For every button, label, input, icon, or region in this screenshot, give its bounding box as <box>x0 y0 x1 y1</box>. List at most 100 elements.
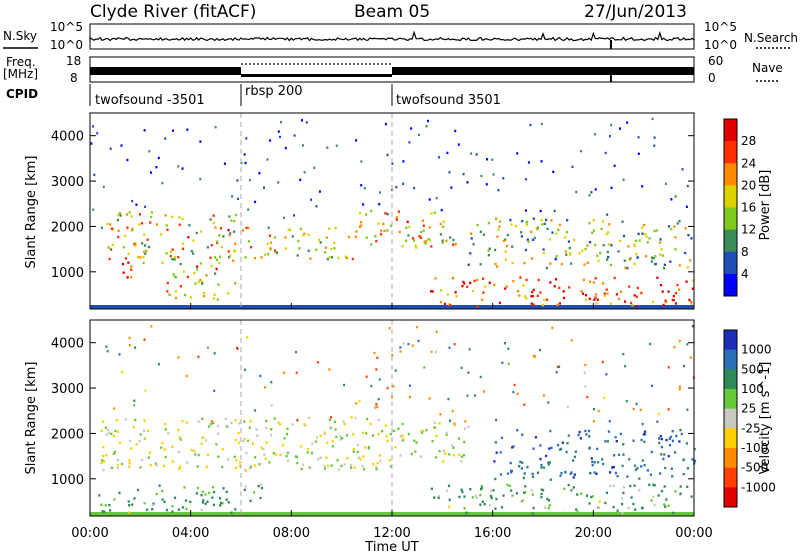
power-scatter-cell <box>492 173 495 176</box>
power-scatter-cell <box>610 123 613 127</box>
velocity-scatter-cell <box>523 403 526 406</box>
velocity-colorbar-label: Velocity [m s^-1] <box>758 362 773 475</box>
velocity-cell <box>139 466 142 469</box>
power-cell <box>659 253 662 256</box>
velocity-cell <box>596 447 599 451</box>
nave-right-tick-top: 60 <box>708 54 723 68</box>
power-scatter-cell <box>378 203 381 206</box>
velocity-cell <box>248 467 251 470</box>
velocity-cell <box>633 484 636 487</box>
power-colorbar-segment <box>724 163 737 186</box>
power-cell <box>138 213 141 216</box>
power-cell <box>234 282 237 285</box>
velocity-scatter-cell <box>143 338 146 341</box>
velocity-cell <box>135 443 138 446</box>
power-cell <box>603 294 606 297</box>
power-scatter-cell <box>245 137 248 140</box>
velocity-cell <box>204 439 208 442</box>
power-cell <box>641 232 644 235</box>
velocity-cell <box>531 475 535 478</box>
power-cell <box>419 236 422 239</box>
velocity-cell <box>277 421 280 424</box>
noise-left-tick-bottom: 10^0 <box>50 38 83 52</box>
velocity-scatter-cell <box>392 385 395 388</box>
power-cell <box>650 260 653 263</box>
power-cell <box>560 262 563 266</box>
power-scatter-cell <box>637 136 640 139</box>
power-cell <box>233 230 236 233</box>
power-cell <box>189 296 192 299</box>
velocity-cell <box>234 508 237 511</box>
power-cell <box>118 212 122 215</box>
velocity-cell <box>219 497 222 500</box>
velocity-cell <box>173 496 177 499</box>
velocity-cell <box>171 510 174 513</box>
power-cell <box>109 223 112 226</box>
velocity-cell <box>247 439 250 442</box>
velocity-cell <box>500 436 504 440</box>
power-scatter-cell <box>386 153 389 157</box>
velocity-cell <box>171 505 174 508</box>
power-scatter-cell <box>457 143 460 146</box>
velocity-cell <box>539 444 542 447</box>
power-cell <box>472 243 475 246</box>
velocity-scatter-cell <box>603 396 606 400</box>
velocity-scatter-cell <box>532 354 535 358</box>
power-cell <box>395 216 398 219</box>
power-cell <box>589 241 592 244</box>
velocity-cell <box>575 508 578 511</box>
power-scatter-cell <box>131 199 134 203</box>
velocity-cell <box>521 461 524 464</box>
velocity-cell <box>621 497 624 500</box>
power-cell <box>452 238 455 242</box>
power-cell <box>233 249 236 252</box>
power-cell <box>219 227 222 230</box>
power-scatter-cell <box>529 123 532 127</box>
power-scatter-cell <box>305 121 308 124</box>
power-cell <box>220 245 223 249</box>
velocity-cell <box>356 443 360 447</box>
power-cell <box>634 239 638 243</box>
velocity-scatter-cell <box>197 355 200 358</box>
velocity-scatter-cell <box>495 418 498 422</box>
power-cell <box>229 232 232 235</box>
power-cell <box>227 228 230 232</box>
velocity-cell <box>612 484 615 487</box>
velocity-scatter-cell <box>394 369 397 372</box>
velocity-cell <box>379 459 382 463</box>
power-cell <box>390 224 393 227</box>
velocity-colorbar-segment <box>724 389 737 410</box>
velocity-colorbar-tick: -500 <box>741 461 768 475</box>
velocity-cell <box>195 492 198 495</box>
velocity-cell <box>285 454 288 458</box>
velocity-cell <box>572 486 575 489</box>
power-cell <box>488 281 491 284</box>
velocity-scatter-cell <box>570 339 573 342</box>
velocity-cell <box>479 503 482 506</box>
power-cell <box>193 271 196 275</box>
power-cell <box>476 278 479 282</box>
velocity-cell <box>444 452 447 455</box>
velocity-cell <box>200 442 203 445</box>
power-cell <box>244 256 247 259</box>
power-cell <box>326 257 329 261</box>
velocity-cell <box>230 421 233 425</box>
velocity-cell <box>438 450 441 453</box>
velocity-cell <box>589 472 592 475</box>
velocity-cell <box>197 453 200 457</box>
power-cell <box>172 273 175 276</box>
velocity-cell <box>549 478 552 481</box>
velocity-scatter-cell <box>264 386 266 389</box>
velocity-ytick-label: 3000 <box>51 382 84 397</box>
power-scatter-cell <box>470 152 473 155</box>
velocity-cell <box>578 430 581 434</box>
power-cell <box>127 261 130 264</box>
power-scatter-cell <box>360 184 363 187</box>
power-scatter-cell <box>594 188 597 191</box>
velocity-cell <box>152 502 155 505</box>
power-scatter-cell <box>313 166 316 169</box>
velocity-cell <box>118 491 121 495</box>
power-colorbar-segment <box>724 251 737 275</box>
velocity-cell <box>490 494 493 498</box>
velocity-cell <box>163 500 166 503</box>
